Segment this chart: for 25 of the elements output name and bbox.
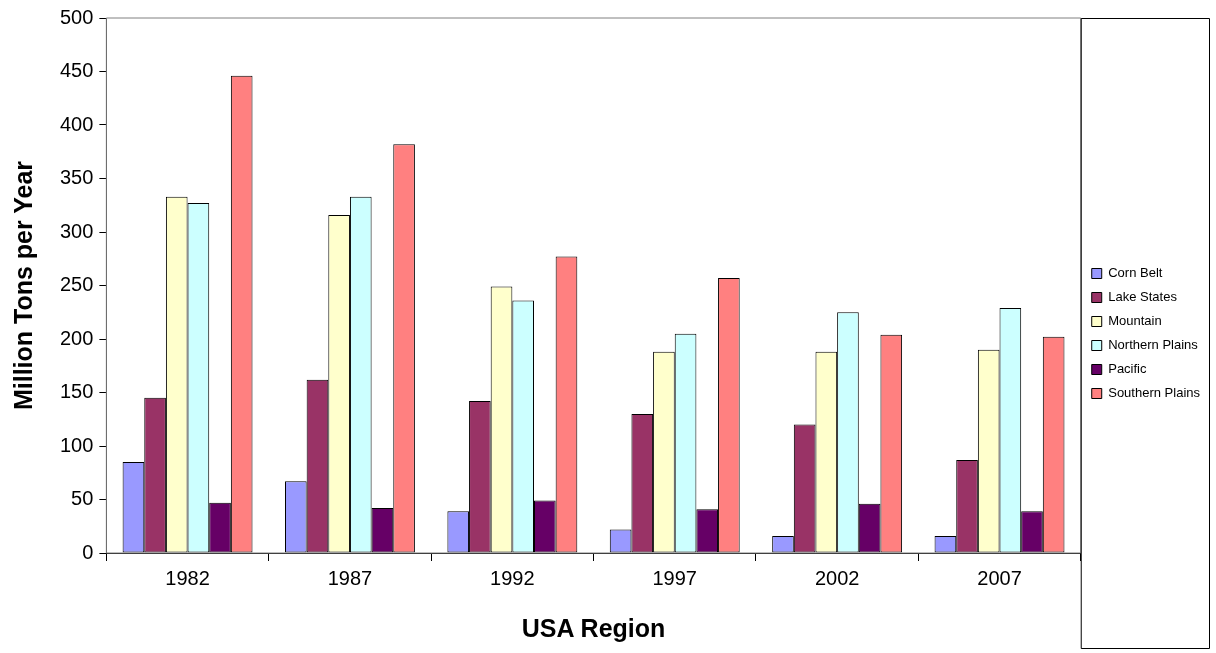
legend-label: Corn Belt (1108, 265, 1163, 281)
y-tick-label: 0 (82, 540, 94, 563)
legend-label: Southern Plains (1108, 385, 1201, 401)
y-tick-label: 100 (59, 433, 94, 456)
y-tick-label: 200 (59, 326, 94, 349)
y-tick-label: 150 (59, 380, 94, 403)
x-tick-label: 2002 (814, 566, 860, 589)
x-tick-label: 1987 (327, 566, 373, 589)
legend-label: Mountain (1108, 313, 1162, 329)
x-tick-label: 2007 (977, 566, 1022, 589)
y-tick-label: 400 (59, 112, 94, 135)
y-axis-title: Million Tons per Year (8, 160, 37, 411)
y-tick-label: 450 (59, 59, 94, 82)
y-tick-label: 300 (59, 219, 94, 242)
y-tick-label: 250 (59, 273, 94, 296)
legend-label: Northern Plains (1108, 337, 1199, 353)
y-tick-label: 350 (59, 166, 94, 189)
x-tick-label: 1992 (490, 566, 535, 589)
y-tick-label: 50 (71, 487, 94, 510)
x-tick-label: 1997 (652, 566, 697, 589)
y-tick-label: 500 (59, 5, 94, 28)
legend-label: Lake States (1108, 289, 1178, 305)
x-axis-title: USA Region (521, 613, 666, 642)
x-tick-label: 1982 (165, 566, 210, 589)
legend-label: Pacific (1108, 361, 1148, 377)
